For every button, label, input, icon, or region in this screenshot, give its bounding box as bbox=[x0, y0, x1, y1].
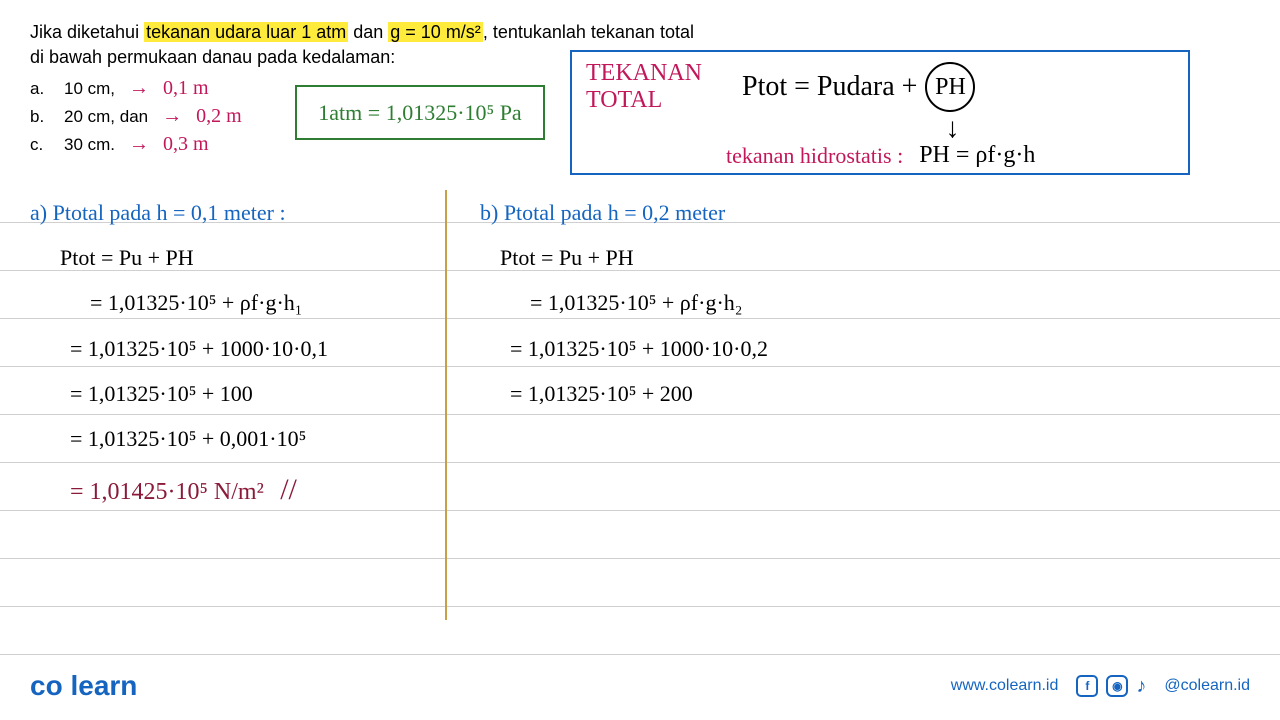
logo-learn: learn bbox=[70, 670, 137, 701]
ph-label: PH bbox=[935, 74, 966, 101]
social-icons: f ◉ ♪ bbox=[1076, 675, 1146, 698]
opt-text: 10 cm, bbox=[64, 77, 115, 101]
arrow-icon: → bbox=[129, 74, 149, 102]
down-arrow-icon: ↓ bbox=[945, 112, 959, 144]
opt-note: 0,3 m bbox=[163, 130, 209, 158]
opt-text: 20 cm, dan bbox=[64, 105, 148, 129]
tiktok-icon: ♪ bbox=[1136, 675, 1146, 698]
opt-note: 0,2 m bbox=[196, 102, 242, 130]
q-text: dan bbox=[348, 22, 388, 42]
sol-a-result: = 1,01425·10⁵ N/m² bbox=[70, 479, 264, 505]
formula-row-2: tekanan hidrostatis : PH = ρf·g·h bbox=[726, 142, 1174, 169]
q-highlight2: g = 10 m/s² bbox=[388, 22, 483, 42]
solution-a: a) Ptotal pada h = 0,1 meter : Ptot = Pu… bbox=[30, 195, 460, 524]
logo-co: co bbox=[30, 670, 63, 701]
conversion-text: 1atm = 1,01325·10⁵ Pa bbox=[318, 100, 521, 126]
formula-box: TEKANAN TOTAL Ptot = Pudara + PH ↓ tekan… bbox=[570, 50, 1190, 175]
opt-letter: b. bbox=[30, 105, 50, 129]
sol-b-step: = 1,01325·10⁵ + ρf·g·h₂ bbox=[530, 285, 1250, 320]
facebook-icon: f bbox=[1076, 675, 1098, 697]
formula-row-1: TEKANAN TOTAL Ptot = Pudara + PH ↓ bbox=[586, 60, 1174, 114]
opt-note: 0,1 m bbox=[163, 74, 209, 102]
sol-a-step: = 1,01325·10⁵ + 1000·10·0,1 bbox=[70, 331, 460, 366]
sol-a-step: = 1,01325·10⁵ + ρf·g·h₁ bbox=[90, 285, 460, 320]
footer: co learn www.colearn.id f ◉ ♪ @colearn.i… bbox=[30, 670, 1250, 702]
arrow-icon: → bbox=[162, 102, 182, 130]
sol-b-title: b) Ptotal pada h = 0,2 meter bbox=[480, 195, 1250, 230]
sol-a-step: = 1,01325·10⁵ + 100 bbox=[70, 376, 460, 411]
question-line1: Jika diketahui tekanan udara luar 1 atm … bbox=[30, 20, 694, 45]
footer-url: www.colearn.id bbox=[951, 677, 1059, 695]
ph-formula: PH = ρf·g·h bbox=[919, 142, 1035, 169]
opt-letter: c. bbox=[30, 133, 50, 157]
tick-mark: // bbox=[280, 473, 297, 506]
footer-handle: @colearn.id bbox=[1164, 677, 1250, 695]
opt-letter: a. bbox=[30, 77, 50, 101]
sol-a-result-row: = 1,01425·10⁵ N/m² // bbox=[70, 466, 460, 514]
arrow-icon: → bbox=[129, 130, 149, 158]
sol-b-step: Ptot = Pu + PH bbox=[500, 240, 1250, 275]
instagram-icon: ◉ bbox=[1106, 675, 1128, 697]
q-text: Jika diketahui bbox=[30, 22, 144, 42]
sol-a-step: = 1,01325·10⁵ + 0,001·10⁵ bbox=[70, 421, 460, 456]
hydrostatic-label: tekanan hidrostatis : bbox=[726, 143, 903, 169]
sol-a-step: Ptot = Pu + PH bbox=[60, 240, 460, 275]
opt-text: 30 cm. bbox=[64, 133, 115, 157]
ptot-formula: Ptot = Pudara + bbox=[742, 71, 917, 103]
logo: co learn bbox=[30, 670, 137, 702]
footer-right: www.colearn.id f ◉ ♪ @colearn.id bbox=[951, 675, 1250, 698]
q-text: , tentukanlah tekanan total bbox=[483, 22, 694, 42]
conversion-box: 1atm = 1,01325·10⁵ Pa bbox=[295, 85, 545, 140]
sol-b-step: = 1,01325·10⁵ + 200 bbox=[510, 376, 1250, 411]
ph-circle: PH ↓ bbox=[925, 62, 975, 112]
formula-title: TEKANAN TOTAL bbox=[586, 60, 716, 114]
solution-b: b) Ptotal pada h = 0,2 meter Ptot = Pu +… bbox=[460, 195, 1250, 524]
work-area: a) Ptotal pada h = 0,1 meter : Ptot = Pu… bbox=[30, 195, 1250, 524]
sol-b-step: = 1,01325·10⁵ + 1000·10·0,2 bbox=[510, 331, 1250, 366]
q-highlight1: tekanan udara luar 1 atm bbox=[144, 22, 348, 42]
sol-a-title: a) Ptotal pada h = 0,1 meter : bbox=[30, 195, 460, 230]
